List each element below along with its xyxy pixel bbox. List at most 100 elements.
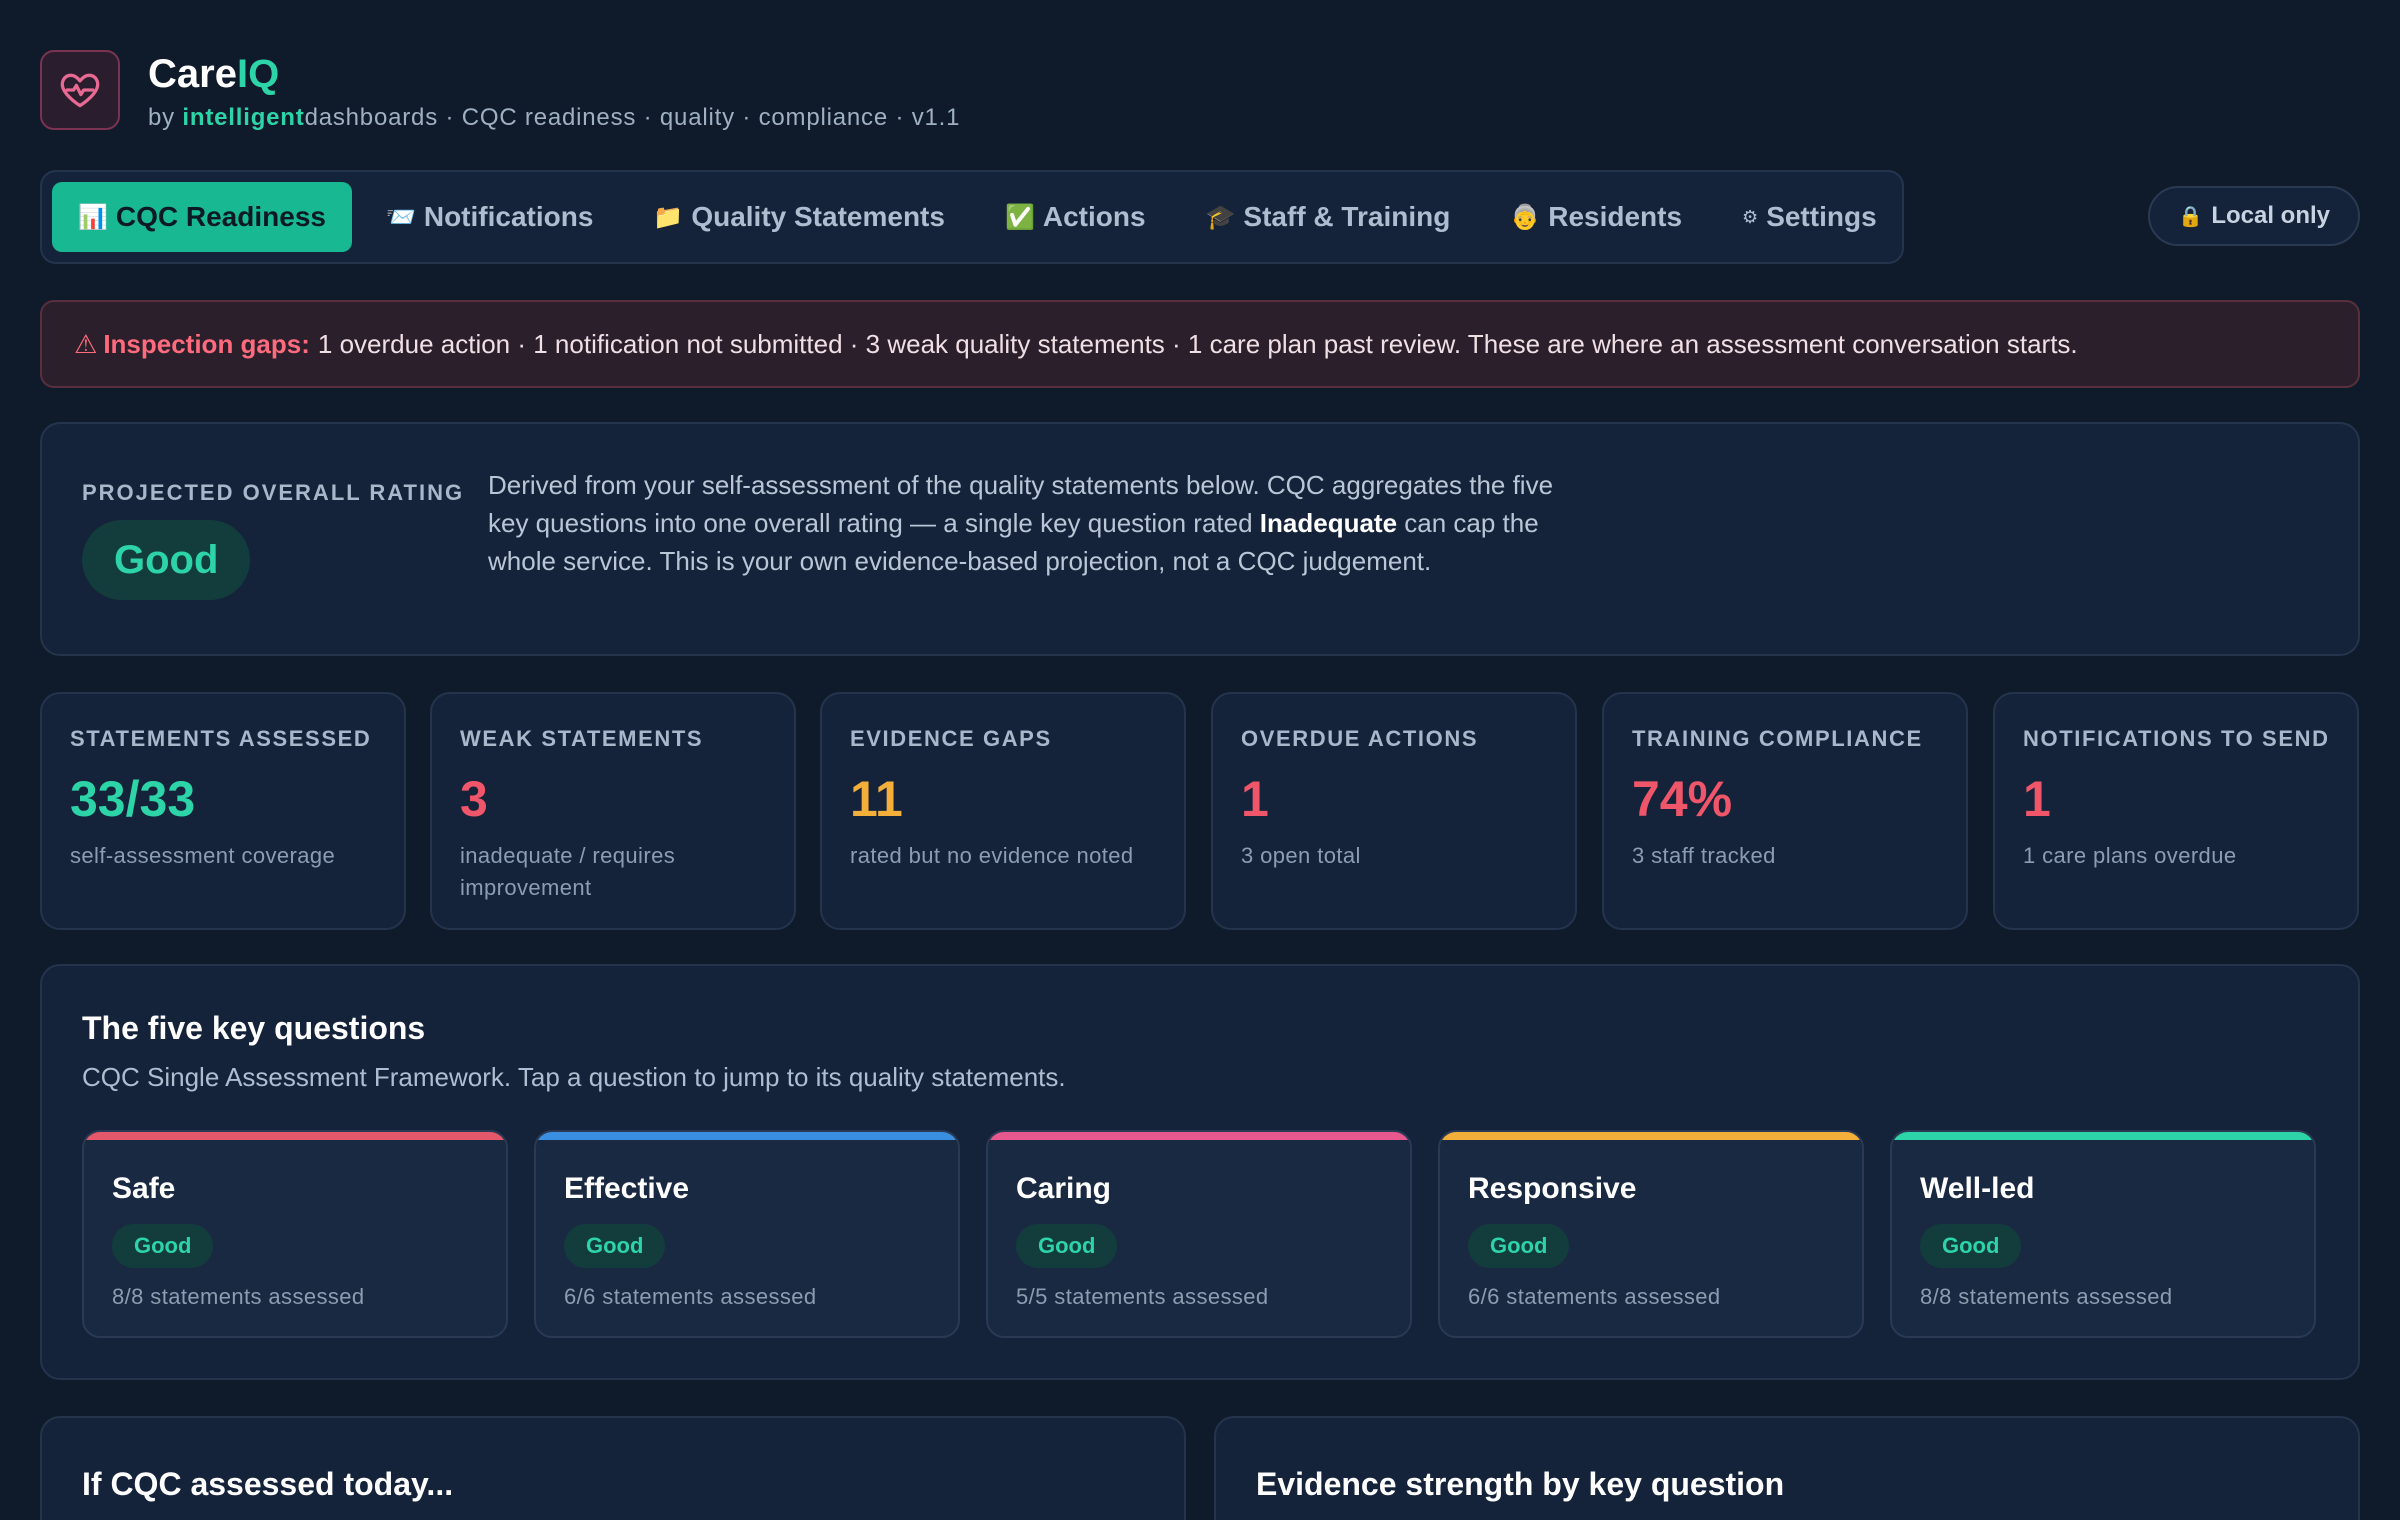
stat-note: self-assessment coverage <box>70 843 336 868</box>
app-header: CareIQ by intelligentdashboards · CQC re… <box>40 50 1240 132</box>
section-title: The five key questions <box>82 1010 426 1046</box>
rating-badge: Good <box>1016 1224 1118 1268</box>
rating-badge: Good <box>1920 1224 2022 1268</box>
app-sub-rest: dashboards · CQC readiness · quality · c… <box>304 104 961 131</box>
folder-icon: 📁 <box>653 203 684 231</box>
question-name: Responsive <box>1468 1172 1637 1205</box>
rating-description: Derived from your self-assessment of the… <box>488 466 1568 580</box>
color-bar <box>1440 1132 1862 1140</box>
local-only-label: Local only <box>2211 202 2330 229</box>
stat-value: 33/33 <box>70 771 196 827</box>
question-name: Safe <box>112 1172 176 1205</box>
stat-value: 3 <box>460 771 488 827</box>
rating-text-before: Derived from your self-assessment of the… <box>488 470 1554 538</box>
stat-label: OVERDUE ACTIONS <box>1241 726 1479 751</box>
color-bar <box>536 1132 958 1140</box>
stat-label: STATEMENTS ASSESSED <box>70 726 372 751</box>
stat-card-overdue-actions: OVERDUE ACTIONS 1 3 open total <box>1211 692 1577 930</box>
key-question-caring[interactable]: Caring Good 5/5 statements assessed <box>986 1130 1412 1338</box>
tab-label: CQC Readiness <box>115 201 326 232</box>
color-bar <box>1892 1132 2314 1140</box>
main-nav: 📊 CQC Readiness 📨 Notifications 📁 Quality S… <box>40 170 1904 264</box>
question-note: 5/5 statements assessed <box>1016 1284 1269 1309</box>
color-bar <box>988 1132 1410 1140</box>
question-note: 8/8 statements assessed <box>112 1284 365 1309</box>
stat-card-evidence-gaps: EVIDENCE GAPS 11 rated but no evidence n… <box>820 692 1186 930</box>
rating-badge: Good <box>1468 1224 1570 1268</box>
rating-text-bold: Inadequate <box>1259 508 1398 538</box>
question-note: 6/6 statements assessed <box>1468 1284 1721 1309</box>
tab-staff-training[interactable]: 🎓 Staff & Training <box>1180 182 1477 252</box>
stat-note: 3 open total <box>1241 843 1361 868</box>
tab-label: Quality Statements <box>691 201 945 232</box>
graduation-cap-icon: 🎓 <box>1205 203 1236 231</box>
local-only-badge[interactable]: 🔒 Local only <box>2148 186 2360 246</box>
question-name: Well-led <box>1920 1172 2035 1205</box>
envelope-icon: 📨 <box>385 203 416 231</box>
projected-rating-card: PROJECTED OVERALL RATING Good Derived fr… <box>40 422 2360 656</box>
key-question-effective[interactable]: Effective Good 6/6 statements assessed <box>534 1130 960 1338</box>
check-icon: ✅ <box>1004 203 1035 231</box>
rating-badge: Good <box>112 1224 214 1268</box>
stat-value: 1 <box>2023 771 2051 827</box>
rating-text-after: can cap the whole service. This is your … <box>488 508 1539 576</box>
rating-label: PROJECTED OVERALL RATING <box>82 480 465 505</box>
inspection-gaps-alert: ⚠ Inspection gaps: 1 overdue action · 1 … <box>40 300 2360 388</box>
stat-note: 1 care plans overdue <box>2023 843 2237 868</box>
key-questions-panel: The five key questions CQC Single Assess… <box>40 964 2360 1380</box>
question-note: 8/8 statements assessed <box>1920 1284 2173 1309</box>
stat-value: 11 <box>850 771 903 827</box>
chart-icon: 📊 <box>78 203 108 231</box>
stat-value: 74% <box>1632 771 1733 827</box>
alert-text: 1 overdue action · 1 notification not su… <box>317 328 2078 359</box>
app-sub-brand: intelligent <box>182 104 305 131</box>
tab-residents[interactable]: 👵 Residents <box>1484 182 1708 252</box>
heart-pulse-logo-icon <box>40 50 120 130</box>
warning-icon: ⚠ <box>74 328 98 359</box>
key-question-well-led[interactable]: Well-led Good 8/8 statements assessed <box>1890 1130 2316 1338</box>
stat-card-statements-assessed: STATEMENTS ASSESSED 33/33 self-assessmen… <box>40 692 406 930</box>
stat-label: TRAINING COMPLIANCE <box>1632 726 1923 751</box>
stat-label: WEAK STATEMENTS <box>460 726 704 751</box>
tab-label: Residents <box>1548 201 1683 232</box>
tab-label: Actions <box>1042 201 1146 232</box>
rating-badge: Good <box>564 1224 666 1268</box>
question-name: Caring <box>1016 1172 1112 1205</box>
color-bar <box>84 1132 506 1140</box>
rating-badge: Good <box>82 520 251 600</box>
gear-icon: ⚙ <box>1742 206 1759 227</box>
lock-icon: 🔒 <box>2178 205 2204 228</box>
tab-quality-statements[interactable]: 📁 Quality Statements <box>627 182 971 252</box>
tab-settings[interactable]: ⚙ Settings <box>1716 182 1903 252</box>
stat-label: NOTIFICATIONS TO SEND <box>2023 726 2330 751</box>
tab-notifications[interactable]: 📨 Notifications <box>360 182 619 252</box>
panel-title: If CQC assessed today... <box>82 1466 454 1502</box>
stat-card-training-compliance: TRAINING COMPLIANCE 74% 3 staff tracked <box>1602 692 1968 930</box>
stat-label: EVIDENCE GAPS <box>850 726 1052 751</box>
stat-note: rated but no evidence noted <box>850 843 1134 868</box>
stat-card-notifications-to-send: NOTIFICATIONS TO SEND 1 1 care plans ove… <box>1993 692 2359 930</box>
tab-label: Notifications <box>423 201 594 232</box>
app-title: CareIQ <box>148 52 279 97</box>
app-subtitle: by intelligentdashboards · CQC readiness… <box>148 104 960 132</box>
tab-label: Staff & Training <box>1243 201 1451 232</box>
tab-label: Settings <box>1766 201 1877 232</box>
question-note: 6/6 statements assessed <box>564 1284 817 1309</box>
app-name-accent: IQ <box>236 52 280 96</box>
stat-value: 1 <box>1241 771 1269 827</box>
evidence-strength-panel: Evidence strength by key question <box>1214 1416 2360 1520</box>
panel-title: Evidence strength by key question <box>1256 1466 1785 1502</box>
older-person-icon: 👵 <box>1510 203 1541 231</box>
stat-note: 3 staff tracked <box>1632 843 1776 868</box>
app-sub-prefix: by <box>148 104 183 131</box>
stat-note: inadequate / requires improvement <box>460 843 676 900</box>
app-name-main: Care <box>148 52 237 96</box>
tab-actions[interactable]: ✅ Actions <box>979 182 1172 252</box>
key-question-responsive[interactable]: Responsive Good 6/6 statements assessed <box>1438 1130 1864 1338</box>
alert-label: Inspection gaps: <box>103 328 310 359</box>
key-question-safe[interactable]: Safe Good 8/8 statements assessed <box>82 1130 508 1338</box>
tab-cqc-readiness[interactable]: 📊 CQC Readiness <box>52 182 352 252</box>
question-name: Effective <box>564 1172 690 1205</box>
section-subtitle: CQC Single Assessment Framework. Tap a q… <box>82 1062 1066 1092</box>
stat-card-weak-statements: WEAK STATEMENTS 3 inadequate / requires … <box>430 692 796 930</box>
